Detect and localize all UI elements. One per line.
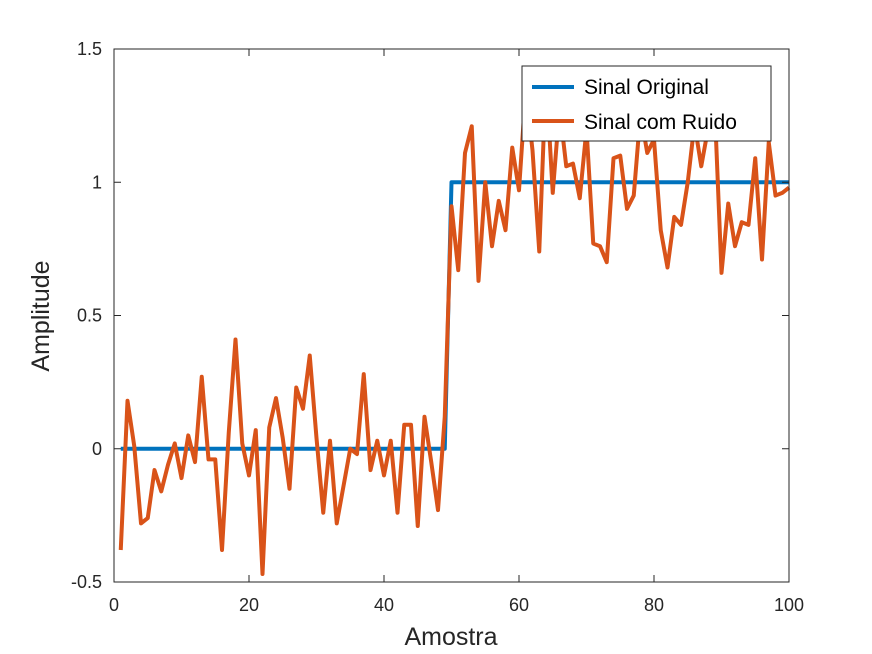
x-axis-label: Amostra	[404, 623, 497, 651]
legend: Sinal Original Sinal com Ruido	[521, 65, 772, 142]
y-tick-label: 0	[92, 439, 102, 459]
x-tick-label: 100	[774, 595, 804, 615]
x-tick-label: 40	[374, 595, 394, 615]
legend-box	[521, 65, 772, 142]
y-axis-label: Amplitude	[27, 260, 55, 371]
y-tick-label: 1	[92, 172, 102, 192]
y-tick-label: 0.5	[77, 306, 102, 326]
x-tick-label: 60	[509, 595, 529, 615]
y-tick-label: -0.5	[71, 572, 102, 592]
x-tick-label: 0	[109, 595, 119, 615]
y-tick-label: 1.5	[77, 39, 102, 59]
x-tick-label: 80	[644, 595, 664, 615]
x-tick-label: 20	[239, 595, 259, 615]
plot-area	[118, 73, 791, 576]
legend-label-noisy: Sinal com Ruido	[584, 111, 737, 134]
axes: 0 20 40 60 80 100 -0.5 0 0.5 1 1.5	[71, 39, 804, 615]
series-line-noisy	[118, 73, 791, 576]
legend-label-original: Sinal Original	[584, 76, 709, 99]
